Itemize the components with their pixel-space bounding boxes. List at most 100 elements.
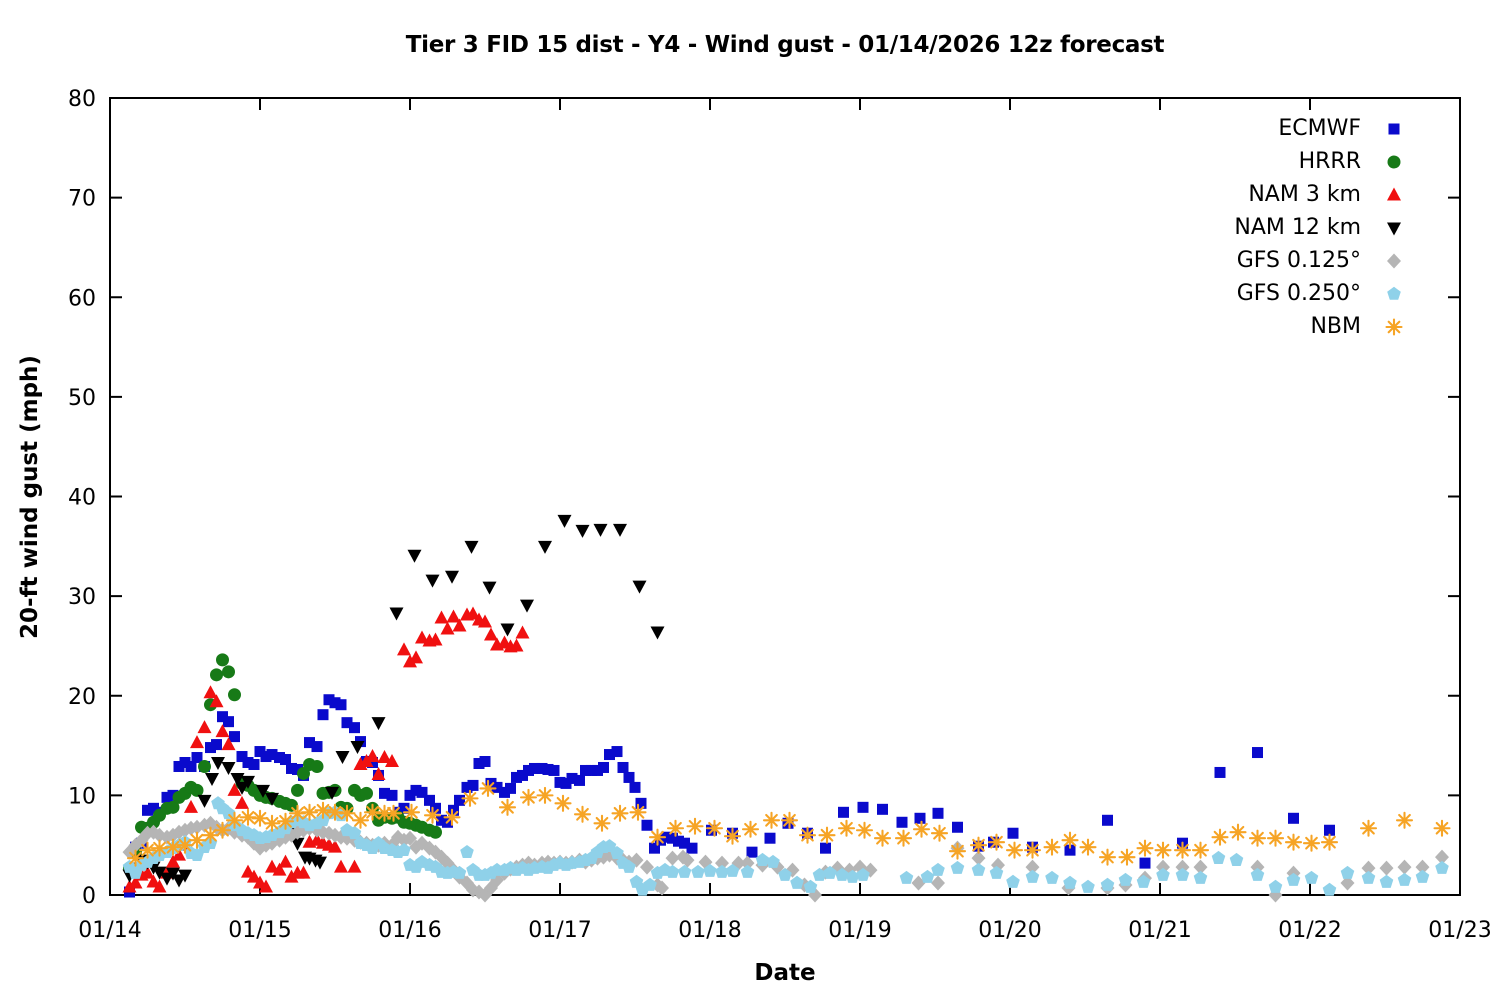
data-point-nbm [1266, 829, 1285, 847]
data-point-ecmwf [317, 709, 329, 721]
x-tick-label: 01/21 [1128, 918, 1191, 943]
data-point-ecmwf [341, 717, 353, 729]
data-point-nam12km [325, 786, 339, 800]
data-point-nam3km [466, 606, 480, 620]
data-point-nbm [188, 831, 206, 849]
data-point-nbm [338, 804, 356, 822]
data-point-ecmwf [448, 804, 459, 816]
data-point-nam3km [128, 875, 143, 889]
data-point-gfs0125 [911, 875, 926, 891]
y-tick-label: 40 [68, 486, 96, 511]
data-point-ecmwf [479, 756, 491, 768]
legend-label-hrrr: HRRR [1298, 149, 1361, 174]
data-point-nam12km [205, 772, 219, 786]
data-point-ecmwf [304, 737, 315, 749]
data-point-ecmwf [286, 762, 297, 774]
data-point-ecmwf [191, 752, 203, 764]
data-point-nam12km [632, 580, 647, 594]
y-tick-label: 0 [82, 884, 96, 909]
data-point-nbm [351, 811, 370, 829]
data-point-gfs0125 [1435, 849, 1449, 865]
data-point-nbm [969, 836, 988, 854]
data-point-nam12km [221, 761, 236, 775]
data-point-ecmwf [254, 746, 266, 758]
data-point-nam3km [172, 847, 186, 861]
data-point-ecmwf [311, 741, 323, 753]
data-point-ecmwf [838, 806, 849, 818]
data-point-nam3km [140, 865, 155, 879]
data-point-nbm [593, 814, 611, 832]
data-point-ecmwf [410, 784, 422, 796]
data-point-ecmwf [548, 764, 560, 776]
data-point-nbm [363, 803, 382, 821]
data-point-ecmwf [1252, 747, 1263, 759]
data-point-hrrr [222, 665, 235, 679]
data-point-nbm [1061, 831, 1079, 849]
data-point-gfs0125 [740, 855, 755, 871]
data-point-ecmwf [820, 842, 831, 854]
data-point-gfs0250 [920, 869, 935, 883]
y-tick-label: 70 [68, 187, 96, 212]
data-point-nam12km [464, 540, 479, 554]
data-point-gfs0250 [665, 864, 680, 878]
data-point-nbm [138, 841, 157, 859]
data-point-nbm [164, 838, 182, 856]
x-tick-label: 01/23 [1428, 918, 1491, 943]
data-point-nam3km [259, 879, 273, 893]
data-point-nbm [930, 824, 949, 842]
data-point-nbm [384, 804, 403, 822]
data-point-nbm [1433, 819, 1451, 837]
data-point-gfs0250 [1063, 875, 1077, 889]
data-point-hrrr [291, 783, 304, 797]
x-tick-label: 01/20 [978, 918, 1041, 943]
data-point-nam3km [484, 627, 498, 641]
data-point-nbm [1043, 838, 1061, 856]
data-point-ecmwf [436, 814, 447, 826]
data-point-nam3km [377, 750, 392, 764]
data-point-ecmwf [236, 751, 248, 763]
data-point-nbm [1191, 841, 1210, 859]
data-point-nbm [423, 806, 442, 824]
data-point-nam3km [365, 749, 380, 763]
data-point-ecmwf [542, 763, 554, 775]
data-point-nbm [176, 836, 194, 854]
data-point-ecmwf [649, 842, 660, 854]
data-point-ecmwf [641, 819, 653, 831]
data-point-hrrr [190, 783, 204, 797]
data-point-gfs0125 [403, 830, 417, 846]
data-point-nbm [1023, 841, 1042, 859]
data-point-ecmwf [560, 777, 572, 789]
legend-marker-ecmwf-icon [1388, 123, 1400, 134]
data-point-nam3km [166, 854, 180, 868]
data-point-ecmwf [673, 835, 684, 847]
data-point-ecmwf [274, 752, 285, 764]
y-tick-label: 30 [68, 585, 96, 610]
data-point-nam12km [520, 599, 534, 613]
data-point-nam12km [211, 756, 225, 770]
data-point-gfs0250 [347, 826, 362, 840]
data-point-nam3km [227, 782, 242, 796]
legend-item-gfs0250: GFS 0.250° [1234, 277, 1407, 310]
data-point-nbm [1320, 833, 1339, 851]
data-point-nam3km [328, 839, 342, 853]
data-point-ecmwf [329, 697, 341, 709]
data-point-nbm [1079, 838, 1097, 856]
data-point-nam12km [313, 856, 327, 870]
data-point-ecmwf [223, 716, 234, 728]
data-point-nam12km [407, 549, 422, 563]
data-point-ecmwf [554, 776, 566, 788]
data-point-nbm [225, 811, 244, 829]
data-point-nbm [629, 803, 647, 821]
data-point-ecmwf [679, 837, 690, 849]
data-point-hrrr [310, 759, 324, 773]
data-point-nam3km [509, 638, 524, 652]
data-point-nam12km [197, 794, 212, 808]
data-point-nam3km [203, 685, 218, 699]
data-point-ecmwf [404, 789, 416, 801]
data-point-ecmwf [430, 802, 441, 814]
x-tick-label: 01/19 [828, 918, 891, 943]
data-point-gfs0250 [460, 845, 474, 858]
data-point-gfs0250 [622, 859, 636, 873]
data-point-nbm [150, 839, 169, 857]
